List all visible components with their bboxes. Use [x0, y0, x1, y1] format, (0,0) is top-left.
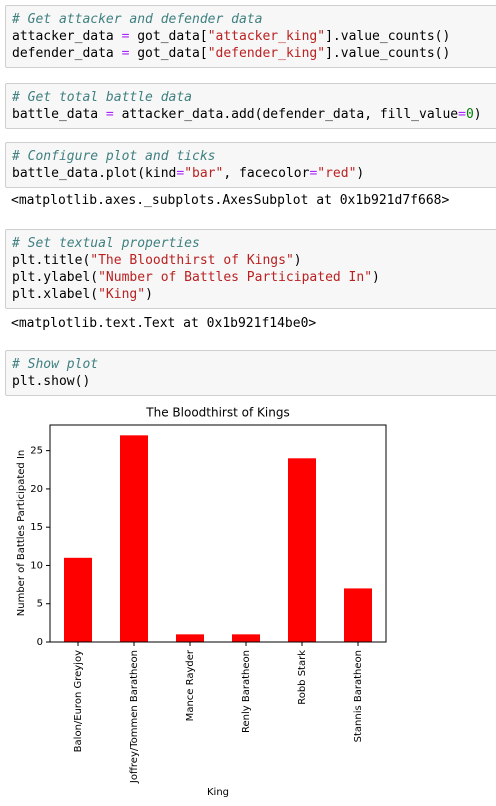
code-token: battle_data: [12, 107, 106, 122]
chart: The Bloodthirst of Kings King Number of …: [16, 406, 387, 798]
code-token: =: [105, 107, 114, 122]
y-tick-label: 5: [37, 599, 43, 610]
bar: [64, 557, 92, 642]
code-token: plt.ylabel(: [12, 270, 99, 285]
y-axis-label: Number of Battles Participated In: [16, 450, 27, 616]
code-line: # Get attacker and defender data: [12, 11, 496, 28]
code-token: =: [121, 46, 130, 61]
x-tick-label: Mance Rayder: [185, 649, 196, 721]
code-token: "defender_king": [207, 46, 326, 61]
bar: [288, 458, 316, 642]
x-tick-label: Renly Baratheon: [241, 650, 252, 733]
code-cell: # Configure plot and ticks battle_data.pl…: [5, 142, 496, 188]
code-token: got_data[: [129, 46, 208, 61]
code-token: ): [473, 107, 482, 122]
bar: [120, 435, 148, 642]
code-line: plt.title("The Bloodthirst of Kings"): [12, 252, 496, 269]
code-line: plt.xlabel("King"): [12, 286, 496, 303]
x-tick-label: Joffrey/Tommen Baratheon: [129, 650, 140, 784]
code-line: # Get total battle data: [12, 89, 496, 106]
code-token: ): [293, 253, 302, 268]
code-token: "attacker_king": [207, 29, 326, 44]
code-token: =: [309, 166, 318, 181]
code-token: "red": [317, 166, 357, 181]
code-token: attacker_data.add(defender_data, fill_va…: [113, 107, 459, 122]
x-axis-label: King: [207, 787, 229, 798]
code-line: plt.ylabel("Number of Battles Participat…: [12, 269, 496, 286]
bar: [176, 634, 204, 642]
code-token: plt.title(: [12, 253, 91, 268]
code-token: , facecolor: [223, 166, 310, 181]
y-tick-label: 25: [30, 446, 43, 457]
code-line: # Set textual properties: [12, 235, 496, 252]
y-tick-label: 15: [30, 522, 43, 533]
code-token: ].value_counts(): [325, 46, 451, 61]
code-line: # Configure plot and ticks: [12, 148, 496, 165]
code-token: 0: [465, 107, 474, 122]
bar: [232, 634, 260, 642]
code-line: # Show plot: [12, 356, 496, 373]
y-tick-label: 20: [30, 484, 43, 495]
cell-output: <matplotlib.axes._subplots.AxesSubplot a…: [11, 193, 450, 208]
code-token: got_data[: [129, 29, 208, 44]
code-token: "King": [98, 287, 146, 302]
code-line: battle_data = attacker_data.add(defender…: [12, 106, 496, 123]
bar: [344, 588, 372, 642]
code-token: =: [176, 166, 185, 181]
code-token: # Show plot: [12, 357, 99, 372]
code-token: attacker_data: [12, 29, 122, 44]
x-tick-label: Balon/Euron Greyjoy: [73, 650, 84, 752]
code-token: ): [145, 287, 153, 302]
code-token: defender_data: [12, 46, 122, 61]
code-cell: # Get attacker and defender data attacker…: [5, 5, 496, 68]
code-token: "Number of Battles Participated In": [98, 270, 373, 285]
chart-title: The Bloodthirst of Kings: [145, 406, 289, 420]
x-tick-label: Stannis Baratheon: [353, 650, 364, 742]
x-tick-label: Robb Stark: [297, 650, 308, 705]
code-token: =: [458, 107, 466, 122]
code-line: defender_data = got_data["defender_king"…: [12, 45, 496, 62]
code-line: battle_data.plot(kind="bar", facecolor="…: [12, 165, 496, 182]
code-cell: # Get total battle data battle_data = att…: [5, 83, 496, 129]
code-token: # Get total battle data: [12, 90, 193, 105]
code-token: "bar": [184, 166, 224, 181]
code-line: attacker_data = got_data["attacker_king"…: [12, 28, 496, 45]
y-tick-label: 10: [30, 560, 43, 571]
code-cell: # Show plot plt.show(): [5, 350, 496, 396]
y-tick-label: 0: [37, 637, 43, 648]
axes-frame: [49, 424, 387, 643]
code-token: "The Bloodthirst of Kings": [90, 253, 294, 268]
code-token: ].value_counts(): [325, 29, 451, 44]
code-token: # Get attacker and defender data: [12, 12, 263, 27]
code-line: plt.show(): [12, 373, 496, 390]
code-token: plt.show(): [12, 374, 91, 389]
code-token: ): [356, 166, 365, 181]
code-token: # Set textual properties: [12, 236, 200, 251]
code-token: =: [121, 29, 130, 44]
code-token: # Configure plot and ticks: [12, 149, 216, 164]
code-token: plt.xlabel(: [12, 287, 99, 302]
code-token: battle_data.plot(kind: [12, 166, 177, 181]
code-cell: # Set textual properties plt.title("The B…: [5, 229, 496, 309]
cell-output: <matplotlib.text.Text at 0x1b921f14be0>: [11, 316, 317, 331]
code-token: ): [372, 270, 380, 285]
